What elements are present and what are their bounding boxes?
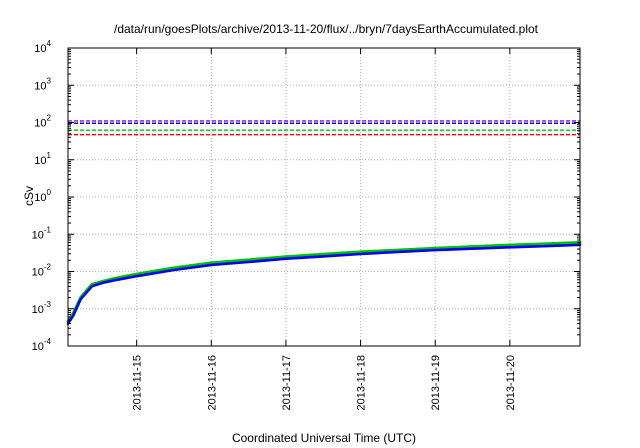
x-tick-label: 2013-11-15: [132, 355, 144, 410]
y-tick-exponent: 2: [47, 114, 52, 123]
y-tick-exponent: -3: [44, 300, 52, 309]
y-tick-exponent: 4: [47, 39, 52, 48]
series-group: [66, 241, 582, 325]
series-line: [66, 243, 582, 325]
y-tick-base: 10: [32, 341, 44, 353]
y-axis-label: cSv: [22, 186, 36, 206]
y-tick-label: 102: [34, 114, 51, 130]
y-tick-exponent: -1: [44, 225, 52, 234]
y-tick-label: 100: [34, 188, 51, 204]
grid: [68, 48, 580, 346]
y-tick-base: 10: [34, 118, 46, 130]
y-tick-label: 10-1: [32, 225, 52, 241]
ticks: [68, 47, 580, 347]
x-tick-labels: 2013-11-15 2013-11-16 2013-11-17 2013-11-18…: [132, 355, 517, 410]
x-axis-label: Coordinated Universal Time (UTC): [232, 431, 416, 445]
y-tick-base: 10: [34, 192, 46, 204]
y-tick-label: 104: [34, 39, 51, 55]
y-tick-base: 10: [32, 267, 44, 279]
x-tick-label: 2013-11-17: [281, 355, 293, 410]
y-tick-label: 10-2: [32, 263, 52, 279]
series-line: [66, 241, 582, 324]
y-tick-base: 10: [34, 80, 46, 92]
y-tick-label: 10-4: [32, 337, 52, 353]
x-tick-label: 2013-11-16: [206, 355, 218, 410]
x-tick-label: 2013-11-20: [505, 355, 517, 410]
y-tick-exponent: 3: [47, 76, 52, 85]
y-tick-base: 10: [34, 155, 46, 167]
y-tick-base: 10: [34, 43, 46, 55]
x-tick-label: 2013-11-19: [430, 355, 442, 410]
y-tick-label: 103: [34, 76, 51, 92]
y-tick-exponent: 1: [47, 151, 52, 160]
y-tick-label: 10-3: [32, 300, 52, 316]
y-tick-base: 10: [32, 304, 44, 316]
y-tick-exponent: 0: [47, 188, 52, 197]
x-tick-label: 2013-11-18: [356, 355, 368, 410]
chart-title: /data/run/goesPlots/archive/2013-11-20/f…: [114, 22, 539, 36]
y-tick-base: 10: [32, 229, 44, 241]
y-tick-exponent: -2: [44, 263, 52, 272]
reference-lines: [68, 120, 580, 136]
y-tick-label: 101: [34, 151, 51, 167]
y-tick-exponent: -4: [44, 337, 52, 346]
